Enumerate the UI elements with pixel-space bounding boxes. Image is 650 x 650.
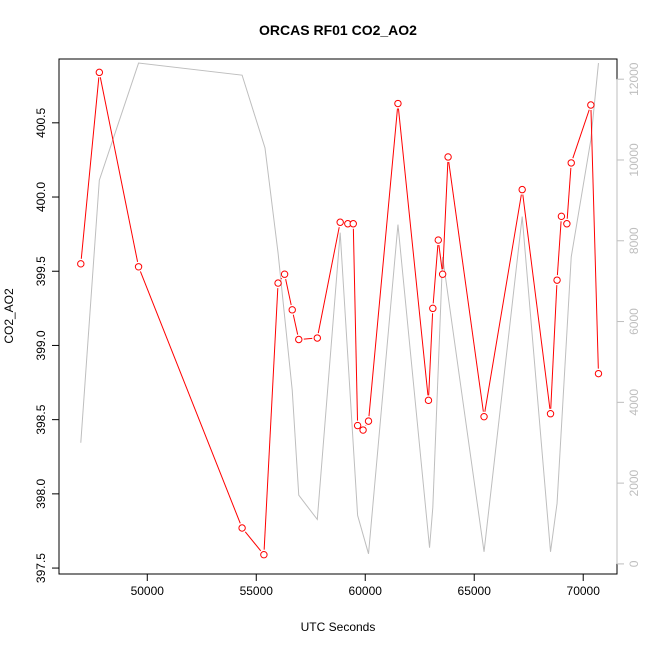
primary-series-point bbox=[353, 421, 362, 430]
y-tick-label: 400.0 bbox=[34, 182, 48, 212]
primary-series-point bbox=[238, 524, 246, 532]
primary-series-segment bbox=[572, 109, 590, 159]
primary-series-point bbox=[518, 185, 526, 194]
primary-series-segment bbox=[448, 161, 484, 412]
y2-tick-label: 0 bbox=[627, 560, 641, 567]
primary-series-segment bbox=[303, 337, 313, 340]
y2-tick-label: 8000 bbox=[627, 227, 641, 254]
primary-series-segment bbox=[368, 108, 398, 417]
primary-series-point bbox=[134, 263, 143, 271]
primary-series-point bbox=[359, 426, 367, 434]
secondary-series-line bbox=[80, 62, 599, 554]
primary-series-point bbox=[587, 101, 595, 109]
primary-series-segment bbox=[263, 288, 279, 550]
primary-series-segment bbox=[317, 227, 340, 334]
y-tick-label: 398.0 bbox=[34, 479, 48, 509]
primary-series-point bbox=[349, 220, 357, 228]
primary-series-segment bbox=[292, 314, 299, 335]
primary-series-segment bbox=[99, 77, 139, 262]
primary-series-point bbox=[336, 218, 344, 226]
primary-series-point bbox=[295, 335, 303, 344]
primary-series-point bbox=[364, 417, 373, 425]
primary-series-point bbox=[438, 270, 447, 278]
primary-series-point bbox=[95, 68, 104, 77]
y-tick-label: 400.5 bbox=[34, 107, 48, 137]
x-axis: 50000 55000 60000 65000 70000 bbox=[131, 573, 601, 598]
primary-series-segment bbox=[352, 228, 359, 421]
x-axis-label: UTC Seconds bbox=[301, 620, 376, 634]
y2-tick-label: 12000 bbox=[627, 62, 641, 96]
y-tick-label: 399.0 bbox=[34, 330, 48, 360]
primary-series-point bbox=[444, 153, 452, 161]
primary-series-point bbox=[394, 99, 402, 108]
primary-series-segment bbox=[432, 245, 439, 304]
y2-tick-label: 6000 bbox=[627, 308, 641, 335]
x-tick-label: 65000 bbox=[458, 584, 492, 598]
primary-series-segment bbox=[566, 167, 572, 219]
primary-series-point bbox=[280, 270, 289, 278]
primary-series-segment bbox=[244, 531, 262, 552]
y2-axis: 0 2000 4000 6000 8000 10000 12000 bbox=[616, 62, 641, 567]
primary-series-segment bbox=[397, 108, 429, 396]
primary-series-point bbox=[424, 396, 433, 405]
primary-series-point bbox=[434, 236, 442, 244]
primary-series-point bbox=[288, 306, 296, 314]
x-tick-label: 55000 bbox=[240, 584, 274, 598]
primary-series-segment bbox=[590, 109, 599, 369]
primary-series-segment bbox=[428, 313, 434, 396]
primary-series-point bbox=[563, 220, 571, 228]
y-tick-label: 399.5 bbox=[34, 256, 48, 286]
primary-series-segment bbox=[139, 271, 241, 524]
primary-series-segment bbox=[280, 277, 283, 280]
primary-series-point bbox=[274, 279, 282, 287]
x-tick-label: 60000 bbox=[349, 584, 383, 598]
x-tick-label: 50000 bbox=[131, 584, 165, 598]
primary-series-point bbox=[480, 412, 488, 421]
y-tick-label: 397.5 bbox=[34, 553, 48, 583]
primary-series-segment bbox=[484, 194, 522, 412]
y-tick-label: 398.5 bbox=[34, 404, 48, 434]
primary-series-point bbox=[429, 304, 437, 313]
primary-series-segment bbox=[438, 244, 443, 270]
primary-series-segment bbox=[285, 278, 292, 306]
primary-series-point bbox=[594, 369, 603, 378]
primary-series-point bbox=[553, 276, 561, 284]
chart-title: ORCAS RF01 CO2_AO2 bbox=[259, 22, 417, 38]
series-layer bbox=[77, 62, 603, 559]
y-axis: 397.5 398.0 398.5 399.0 399.5 400.0 400.5 bbox=[34, 107, 60, 583]
primary-series-point bbox=[557, 212, 566, 221]
primary-series-segment bbox=[522, 194, 551, 409]
y-axis-label: CO2_AO2 bbox=[2, 288, 16, 344]
primary-series-segment bbox=[80, 77, 100, 259]
primary-series-segment bbox=[556, 221, 562, 276]
primary-series-point bbox=[567, 159, 575, 167]
primary-series-segment bbox=[442, 161, 449, 270]
primary-series-point bbox=[546, 410, 555, 418]
primary-series-point bbox=[313, 334, 321, 342]
primary-series-point bbox=[260, 551, 268, 559]
y2-tick-label: 2000 bbox=[627, 469, 641, 496]
primary-series-point bbox=[77, 260, 85, 268]
y2-tick-label: 10000 bbox=[627, 143, 641, 177]
y2-tick-label: 4000 bbox=[627, 389, 641, 416]
primary-series-segment bbox=[550, 285, 558, 409]
x-tick-label: 70000 bbox=[567, 584, 601, 598]
